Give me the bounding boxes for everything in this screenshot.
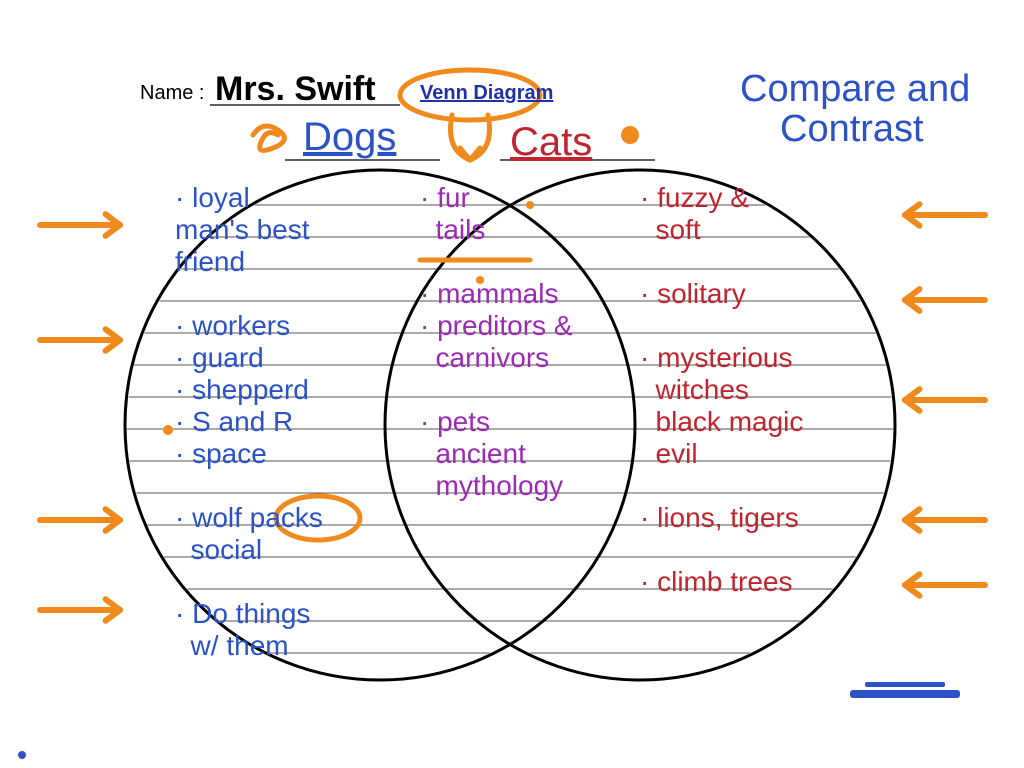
name-label: Name : — [140, 82, 204, 105]
venn-diagram-label: Venn Diagram — [420, 82, 553, 105]
right-set-title: Cats — [510, 120, 592, 165]
compare-line2: Contrast — [780, 110, 970, 150]
compare-contrast-title: Compare and Contrast — [740, 70, 970, 150]
center-intersection-items: · fur tails · mammals · preditors & carn… — [420, 182, 620, 502]
venn-diagram-stage: Name : Mrs. Swift Venn Diagram Dogs Cats… — [0, 0, 1024, 768]
name-value: Mrs. Swift — [215, 70, 376, 109]
compare-line1: Compare and — [740, 70, 970, 110]
left-set-title: Dogs — [303, 115, 396, 160]
left-set-items: · loyal man's best friend · workers · gu… — [175, 182, 435, 662]
right-set-items: · fuzzy & soft · solitary · mysterious w… — [640, 182, 900, 598]
